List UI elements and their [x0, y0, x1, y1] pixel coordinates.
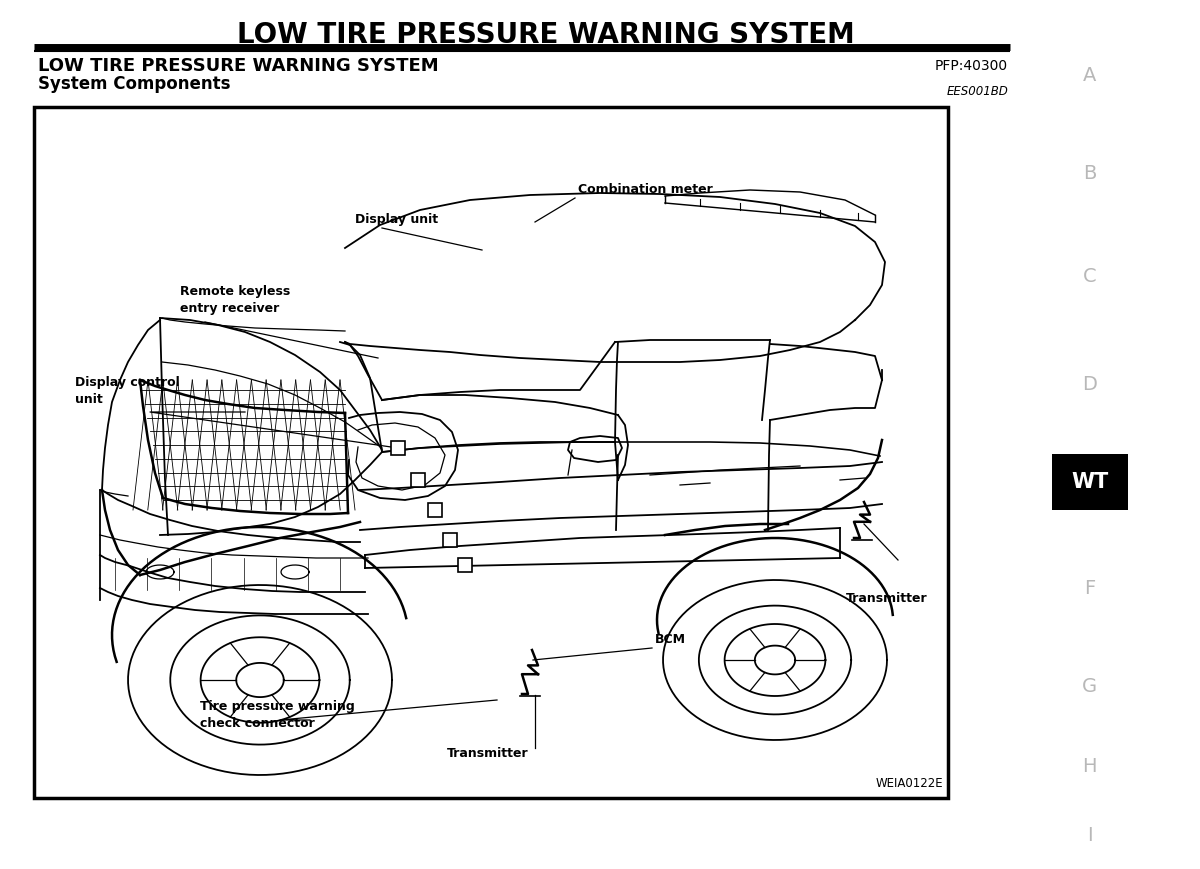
Text: LOW TIRE PRESSURE WARNING SYSTEM: LOW TIRE PRESSURE WARNING SYSTEM	[238, 21, 854, 49]
Text: EES001BD: EES001BD	[947, 85, 1008, 97]
Bar	[391, 441, 406, 455]
Text: Transmitter: Transmitter	[448, 747, 529, 760]
Text: C: C	[1082, 267, 1097, 286]
Bar	[443, 533, 457, 547]
Text: Display unit: Display unit	[355, 213, 438, 226]
Text: I: I	[1087, 826, 1092, 846]
Text: WEIA0122E: WEIA0122E	[875, 777, 943, 790]
Text: H: H	[1082, 757, 1097, 776]
Text: D: D	[1082, 375, 1097, 395]
Text: G: G	[1082, 677, 1097, 696]
Text: Remote keyless
entry receiver: Remote keyless entry receiver	[180, 285, 290, 315]
Text: B: B	[1082, 164, 1097, 183]
Text: F: F	[1084, 579, 1096, 598]
Text: PFP:40300: PFP:40300	[935, 59, 1008, 73]
Bar	[428, 503, 442, 517]
Bar	[410, 473, 425, 487]
Text: Combination meter: Combination meter	[578, 183, 713, 196]
Text: Display control
unit: Display control unit	[74, 376, 180, 406]
Bar	[34, 107, 948, 798]
Text: LOW TIRE PRESSURE WARNING SYSTEM: LOW TIRE PRESSURE WARNING SYSTEM	[38, 57, 439, 75]
Bar	[1051, 454, 1128, 510]
Text: BCM: BCM	[655, 633, 686, 646]
Text: A: A	[1082, 66, 1097, 85]
Text: WT: WT	[1070, 472, 1109, 493]
Text: Tire pressure warning
check connector: Tire pressure warning check connector	[200, 700, 355, 730]
Text: Transmitter: Transmitter	[846, 592, 928, 605]
Bar	[458, 558, 472, 572]
Text: System Components: System Components	[38, 76, 230, 93]
